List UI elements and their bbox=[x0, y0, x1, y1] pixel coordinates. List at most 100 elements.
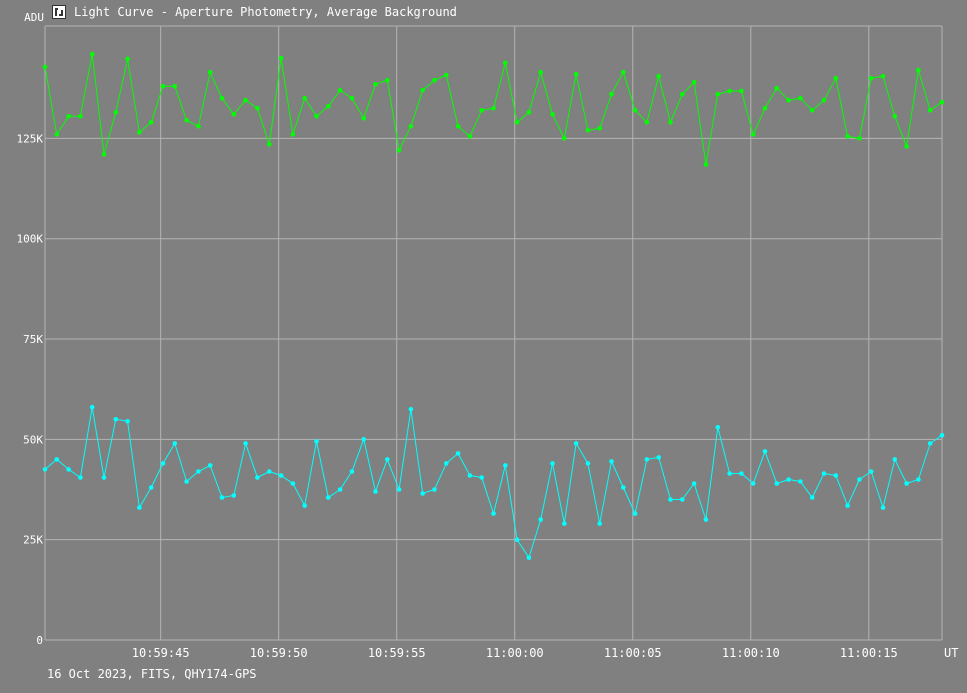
data-point bbox=[644, 457, 650, 462]
data-point bbox=[904, 144, 909, 149]
data-point bbox=[750, 132, 756, 137]
data-point bbox=[455, 451, 461, 456]
data-point bbox=[160, 83, 166, 89]
data-point bbox=[396, 148, 402, 153]
data-point bbox=[939, 433, 945, 438]
data-point bbox=[491, 511, 496, 516]
data-point bbox=[420, 87, 426, 93]
y-axis-label: ADU bbox=[24, 11, 44, 24]
data-point bbox=[939, 99, 945, 105]
chart-grid bbox=[45, 25, 943, 640]
data-point bbox=[302, 503, 308, 508]
data-point bbox=[349, 469, 355, 474]
data-point bbox=[585, 461, 591, 466]
x-tick-label: 11:00:00 bbox=[486, 646, 544, 660]
data-point bbox=[762, 449, 768, 454]
data-point bbox=[444, 461, 449, 466]
data-point bbox=[207, 69, 213, 75]
data-point bbox=[668, 497, 673, 502]
data-point bbox=[101, 475, 107, 480]
data-point bbox=[219, 495, 225, 500]
data-point bbox=[892, 114, 898, 119]
light-curve-app-icon[interactable] bbox=[52, 5, 66, 19]
data-point bbox=[349, 95, 355, 101]
data-point bbox=[337, 87, 343, 93]
data-point bbox=[786, 477, 791, 482]
data-point bbox=[314, 439, 319, 444]
data-point bbox=[703, 517, 709, 522]
series-line bbox=[44, 407, 943, 559]
data-point bbox=[644, 120, 650, 125]
data-point bbox=[857, 136, 862, 141]
data-point bbox=[172, 441, 178, 446]
x-tick-label: 11:00:10 bbox=[722, 646, 780, 660]
data-point bbox=[833, 75, 839, 81]
data-point bbox=[550, 461, 555, 466]
data-point bbox=[255, 475, 260, 480]
data-point bbox=[125, 56, 130, 62]
data-point bbox=[160, 461, 166, 466]
data-point bbox=[184, 118, 189, 123]
x-tick-label: 10:59:45 bbox=[132, 646, 190, 660]
data-point bbox=[66, 114, 71, 119]
data-point bbox=[798, 479, 803, 484]
data-point bbox=[113, 110, 119, 115]
data-point bbox=[621, 485, 626, 490]
data-point bbox=[432, 77, 437, 83]
chart-series bbox=[42, 51, 945, 560]
data-point bbox=[113, 417, 119, 422]
data-point bbox=[880, 505, 886, 510]
data-point bbox=[809, 495, 815, 500]
data-point bbox=[207, 463, 213, 468]
data-point bbox=[845, 134, 850, 139]
data-point bbox=[125, 419, 130, 424]
data-point bbox=[219, 95, 225, 101]
data-point bbox=[89, 404, 95, 410]
data-point bbox=[715, 425, 721, 430]
data-point bbox=[680, 497, 685, 502]
data-point bbox=[573, 71, 579, 77]
data-point bbox=[868, 75, 874, 81]
data-point bbox=[916, 477, 921, 482]
data-point bbox=[668, 120, 673, 125]
data-point bbox=[326, 495, 331, 500]
x-tick-label: 10:59:55 bbox=[368, 646, 426, 660]
data-point bbox=[196, 124, 201, 129]
data-point bbox=[538, 69, 543, 75]
data-point bbox=[821, 471, 827, 476]
data-point bbox=[361, 116, 367, 121]
data-point bbox=[314, 114, 319, 119]
data-point bbox=[774, 481, 780, 486]
data-point bbox=[691, 481, 697, 486]
y-tick-label: 0 bbox=[36, 634, 43, 647]
data-point bbox=[267, 469, 272, 474]
data-point bbox=[904, 481, 909, 486]
data-point bbox=[337, 487, 343, 492]
data-point bbox=[467, 473, 473, 478]
data-point bbox=[255, 106, 260, 111]
y-tick-label: 100K bbox=[17, 233, 44, 246]
data-point bbox=[845, 503, 850, 508]
data-point bbox=[196, 469, 201, 474]
data-point bbox=[916, 67, 921, 73]
data-point bbox=[444, 72, 449, 78]
data-point bbox=[420, 491, 426, 496]
data-point bbox=[750, 481, 756, 486]
data-point bbox=[597, 521, 602, 526]
data-point bbox=[739, 88, 744, 94]
data-point bbox=[78, 475, 83, 480]
data-point bbox=[562, 521, 567, 526]
y-tick-label: 125K bbox=[17, 132, 44, 145]
data-point bbox=[880, 73, 886, 79]
data-point bbox=[408, 124, 414, 129]
data-point bbox=[503, 463, 508, 468]
y-tick-label: 75K bbox=[23, 333, 43, 346]
data-point bbox=[680, 91, 685, 97]
data-point bbox=[621, 69, 626, 75]
data-point bbox=[597, 126, 602, 131]
data-point bbox=[89, 51, 95, 57]
data-point bbox=[78, 114, 83, 119]
data-point bbox=[514, 120, 520, 125]
data-point bbox=[573, 441, 579, 446]
